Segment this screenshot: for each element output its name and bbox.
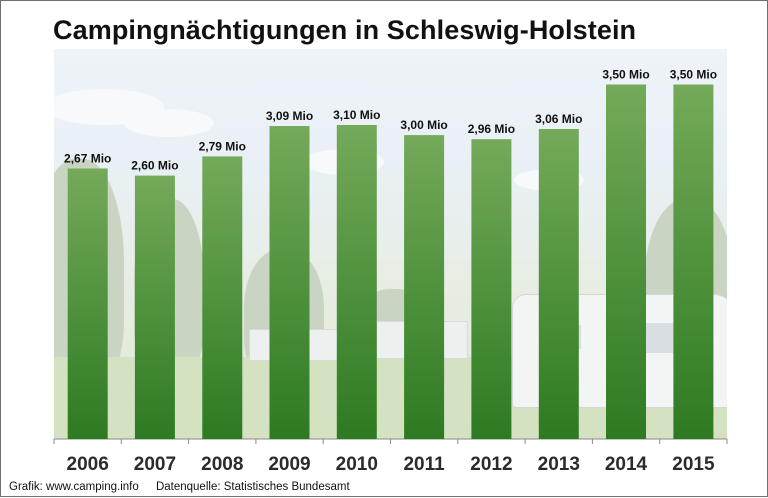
data-credit: Datenquelle: Statistisches Bundesamt — [155, 481, 350, 493]
x-tick-label-2007: 2007 — [134, 454, 176, 475]
bar-2006 — [67, 168, 108, 439]
data-label-2014: 3,50 Mio — [602, 68, 649, 82]
data-label-2006: 2,67 Mio — [64, 152, 111, 166]
x-tick-label-2014: 2014 — [605, 454, 648, 475]
x-tick-label-2011: 2011 — [403, 454, 445, 475]
data-label-2010: 3,10 Mio — [333, 108, 380, 122]
data-label-2007: 2,60 Mio — [131, 159, 178, 173]
bar-2007 — [134, 175, 175, 439]
data-label-2008: 2,79 Mio — [199, 139, 246, 153]
bar-2011 — [404, 135, 445, 439]
background-cloud — [124, 109, 214, 137]
x-tick-label-2008: 2008 — [201, 454, 243, 475]
bar-2015 — [673, 84, 714, 439]
bar-2008 — [202, 156, 243, 439]
bar-2013 — [538, 129, 579, 439]
footer: Grafik: www.camping.info Datenquelle: St… — [9, 481, 364, 493]
bar-2010 — [336, 125, 377, 439]
x-tick-label-2009: 2009 — [268, 454, 310, 475]
bar-2012 — [471, 139, 512, 439]
x-tick-label-2006: 2006 — [67, 454, 109, 475]
data-label-2015: 3,50 Mio — [670, 68, 717, 82]
data-label-2012: 2,96 Mio — [468, 122, 515, 136]
bar-2009 — [269, 126, 310, 439]
x-tick-label-2010: 2010 — [336, 454, 378, 475]
x-tick-label-2013: 2013 — [538, 454, 580, 475]
data-label-2011: 3,00 Mio — [400, 118, 447, 132]
source-note: Grafik: www.camping.info — [9, 481, 139, 493]
data-label-2013: 3,06 Mio — [535, 112, 582, 126]
x-tick-label-2015: 2015 — [672, 454, 715, 475]
bar-2014 — [606, 84, 646, 439]
data-label-2009: 3,09 Mio — [266, 109, 313, 123]
chart-title: Campingnächtigungen in Schleswig-Holstei… — [53, 15, 637, 45]
x-tick-label-2012: 2012 — [470, 454, 512, 475]
